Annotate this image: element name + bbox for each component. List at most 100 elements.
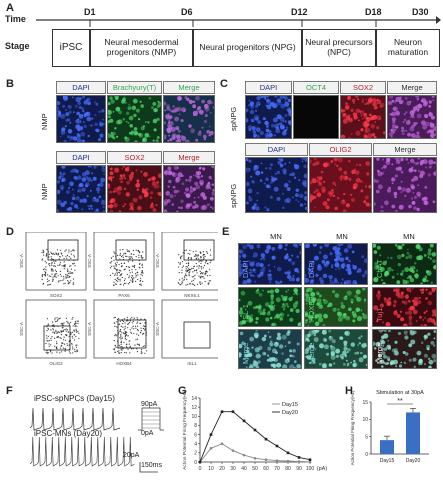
flow-event [69, 275, 71, 277]
flow-event [186, 269, 188, 271]
flow-event [114, 273, 116, 275]
b-row2-label-dapi: DAPI [56, 151, 106, 164]
flow-event [131, 268, 133, 271]
flow-event [52, 258, 54, 261]
flow-event [75, 328, 77, 330]
cell-texture [373, 288, 436, 326]
flow-event [199, 260, 201, 262]
e-image-chat [372, 243, 437, 285]
flow-event [132, 260, 134, 262]
e-label-dapi-2: DAPI [307, 260, 316, 278]
flow-event [123, 282, 126, 284]
flow-event [189, 271, 191, 273]
flow-event [138, 334, 140, 336]
g-ytick-label: 4 [194, 442, 197, 448]
flow-event [198, 267, 200, 269]
flow-event [114, 268, 116, 270]
flow-event [113, 265, 115, 267]
flow-event [183, 252, 185, 254]
flow-event [56, 249, 59, 251]
flow-event [209, 249, 212, 251]
flow-event [117, 347, 119, 349]
g-ytick-label: 0 [194, 460, 197, 466]
c-image-oct4 [293, 95, 339, 139]
flow-event [187, 264, 190, 266]
flow-event [64, 264, 66, 266]
flow-event [125, 333, 127, 336]
g-point [209, 446, 213, 450]
flow-event [120, 255, 123, 258]
flow-event [138, 256, 140, 259]
flow-event [129, 256, 131, 258]
flow-event [49, 349, 51, 351]
flow-event [185, 266, 187, 268]
flow-event [114, 325, 116, 327]
e-label-hoxb9: HOXB9 [307, 296, 316, 322]
g-ytick-label: 8 [194, 423, 197, 429]
flow-event [127, 261, 129, 263]
flow-event [129, 329, 131, 331]
flow-event [65, 334, 67, 336]
flow-event [62, 330, 64, 332]
flow-event [199, 281, 201, 283]
flow-event [65, 274, 67, 276]
flow-event [116, 318, 119, 320]
flow-event [203, 254, 206, 256]
b-row2-side-label: NMP [40, 183, 49, 200]
cell-texture [305, 288, 367, 326]
c-image-dapi-1 [245, 95, 292, 139]
cell-texture [310, 158, 371, 212]
flow-event [110, 262, 112, 264]
flow-event [199, 282, 201, 284]
flow-event [185, 270, 187, 272]
flow-event [138, 319, 140, 321]
flow-event [56, 332, 58, 334]
stage-npc: Neural precursors (NPC) [302, 29, 376, 67]
flow-event [131, 257, 133, 259]
flow-event [144, 345, 146, 347]
flow-event [132, 249, 134, 252]
flow-event [55, 252, 57, 254]
g-point [308, 458, 312, 462]
flow-event [63, 264, 66, 266]
flow-event [185, 262, 188, 264]
flow-axis-y: SSC-A [19, 322, 24, 336]
flow-event [75, 322, 77, 324]
flow-event [72, 346, 74, 348]
g-point [209, 433, 213, 436]
flow-event [133, 328, 135, 330]
flow-event [198, 258, 200, 260]
c-row1-label-dapi: DAPI [245, 81, 292, 94]
flow-event [56, 341, 58, 343]
e-label-isl1: ISL-1 [241, 304, 250, 322]
flow-event [135, 280, 137, 282]
flow-event [61, 265, 63, 267]
flow-event [45, 351, 47, 353]
flow-event [194, 274, 196, 276]
flow-event [68, 259, 70, 261]
flow-event [75, 325, 77, 327]
flow-event [52, 328, 54, 330]
flow-event [206, 252, 209, 254]
e-image-isl1 [238, 287, 302, 327]
flow-event [186, 278, 188, 280]
flow-event [131, 322, 133, 324]
flow-event [204, 274, 206, 276]
c-row2-label-merge: Merge [373, 143, 437, 156]
flow-event [181, 272, 183, 274]
flow-event [144, 322, 146, 324]
flow-event [76, 325, 78, 327]
flow-event [78, 337, 80, 339]
flow-event [129, 320, 131, 322]
flow-event [139, 331, 142, 334]
flow-event [209, 261, 211, 264]
flow-event [51, 263, 53, 265]
flow-event [49, 265, 51, 267]
flow-event [124, 322, 126, 324]
e-label-tuj1: Tuj1 [375, 307, 384, 322]
flow-event [144, 325, 146, 327]
flow-event [52, 252, 54, 254]
flow-event [127, 335, 129, 337]
flow-event [56, 351, 58, 353]
flow-event [52, 329, 55, 331]
